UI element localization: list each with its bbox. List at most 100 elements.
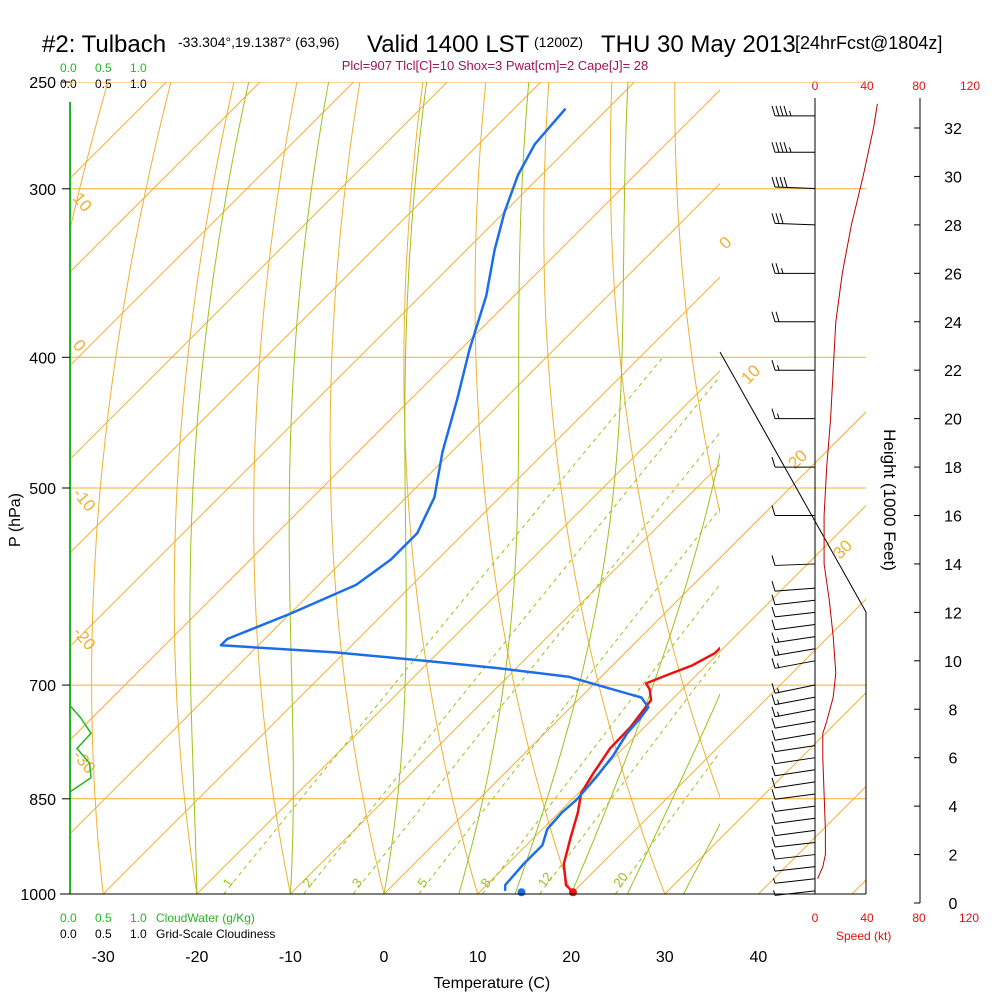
height-tick-label: 8 <box>949 702 958 719</box>
height-tick-label: 2 <box>949 848 958 865</box>
wind-barb <box>771 813 816 824</box>
height-axis-title: Height (1000 Feet) <box>880 429 899 571</box>
wind-barb <box>771 658 816 669</box>
height-tick-label: 24 <box>944 315 962 332</box>
wind-grid <box>720 82 866 894</box>
x-tick-label: 40 <box>750 949 768 966</box>
barb-staff <box>774 793 816 800</box>
isotherm-line <box>196 370 720 894</box>
cloudwater-tick: 0.0 <box>60 61 77 75</box>
wind-barb <box>771 456 815 468</box>
x-tick-label: 20 <box>562 949 580 966</box>
p-tick-label: 850 <box>29 792 56 809</box>
cloudwater-label: CloudWater (g/Kg) <box>156 911 255 925</box>
barb-flag <box>771 456 776 468</box>
wind-barb <box>771 825 816 837</box>
barb-staff <box>774 660 816 669</box>
barb-flag <box>771 765 776 776</box>
dry-adiabat-line <box>329 82 385 894</box>
height-tick-label: 10 <box>944 654 962 671</box>
wind-speed-line <box>817 103 878 879</box>
wind-barb <box>771 777 816 789</box>
height-tick-label: 0 <box>949 896 958 913</box>
barb-staff <box>774 720 816 729</box>
height-tick-label: 32 <box>944 121 962 138</box>
barb-staff <box>774 878 816 884</box>
cloudiness-scale-bottom: 0.0 0.5 1.0 Grid-Scale Cloudiness <box>60 927 275 941</box>
barb-flag <box>771 581 776 592</box>
mixing-ratio-line <box>303 375 720 894</box>
wind-barb <box>771 594 816 606</box>
barb-staff <box>774 829 816 837</box>
cloudwater-tick: 0.5 <box>95 911 112 925</box>
wind-barb <box>771 632 816 644</box>
header-zulu: (1200Z) <box>534 34 583 50</box>
barb-flag <box>771 505 776 516</box>
p-tick-label: 1000 <box>20 887 56 904</box>
barb-staff <box>774 769 816 777</box>
barb-staff <box>774 732 816 741</box>
speed-tick: 120 <box>959 911 979 925</box>
wind-barb <box>773 866 816 872</box>
barb-flag <box>771 741 776 752</box>
barb-flag <box>771 813 776 824</box>
wind-barb <box>771 213 816 226</box>
barb-flag <box>771 360 776 371</box>
barb-half <box>773 878 776 884</box>
header-valid: Valid 1400 LST <box>367 31 530 58</box>
barb-staff <box>774 587 816 592</box>
x-tick-label: -30 <box>92 949 115 966</box>
dry-adiabat-line <box>543 82 666 894</box>
height-tick-label: 28 <box>944 218 962 235</box>
barb-flag <box>775 263 780 274</box>
cloudiness-scale-top: 0.0 0.5 1.0 <box>60 77 147 91</box>
barb-staff <box>774 222 816 226</box>
dry-adiabat-line <box>990 82 1000 894</box>
barb-flag <box>771 717 776 729</box>
series-layer <box>69 102 720 897</box>
p-tick-label: 500 <box>29 481 56 498</box>
speed-tick: 40 <box>860 911 874 925</box>
surface-temperature-dot <box>568 888 577 897</box>
speed-tick: 80 <box>912 79 926 93</box>
barb-flag <box>775 142 780 153</box>
barb-staff <box>774 757 816 765</box>
barb-half <box>773 866 776 872</box>
dry-adiabat-line <box>609 82 720 799</box>
header-station: #2: Tulbach <box>42 31 166 58</box>
barb-flag <box>783 176 788 188</box>
dry-adiabat-line <box>173 82 235 894</box>
barb-flag <box>771 142 776 153</box>
isotherm-line <box>70 82 542 554</box>
isotherm-line <box>70 82 261 273</box>
cloudwater-scale-bottom: 0.0 0.5 1.0 CloudWater (g/Kg) <box>60 911 255 925</box>
dry-adiabat-label: 30 <box>829 536 856 563</box>
barb-half <box>777 688 780 694</box>
y-axis-title: P (hPa) <box>7 493 24 547</box>
barb-flag <box>779 142 784 153</box>
barb-flag <box>771 408 776 419</box>
barb-staff <box>774 890 816 896</box>
barb-staff <box>774 817 816 824</box>
barb-half <box>777 650 780 656</box>
wind-barb <box>771 741 816 753</box>
wind-barb <box>771 263 815 274</box>
speed-tick: 120 <box>960 79 980 93</box>
mixing-ratio-line <box>482 583 720 894</box>
isotherm-label: 0 <box>69 336 90 355</box>
barb-flag <box>779 213 784 224</box>
cloudiness-tick: 0.0 <box>60 927 77 941</box>
height-tick-label: 16 <box>944 509 962 526</box>
barb-staff <box>774 636 816 644</box>
mixing-ratio-line <box>223 356 664 894</box>
barb-staff <box>774 611 816 618</box>
barb-half <box>777 711 780 717</box>
height-tick-label: 26 <box>944 266 962 283</box>
barb-flag <box>771 632 776 643</box>
barb-flag <box>783 105 788 117</box>
isotherm-line <box>102 276 720 894</box>
barb-staff <box>774 599 816 606</box>
